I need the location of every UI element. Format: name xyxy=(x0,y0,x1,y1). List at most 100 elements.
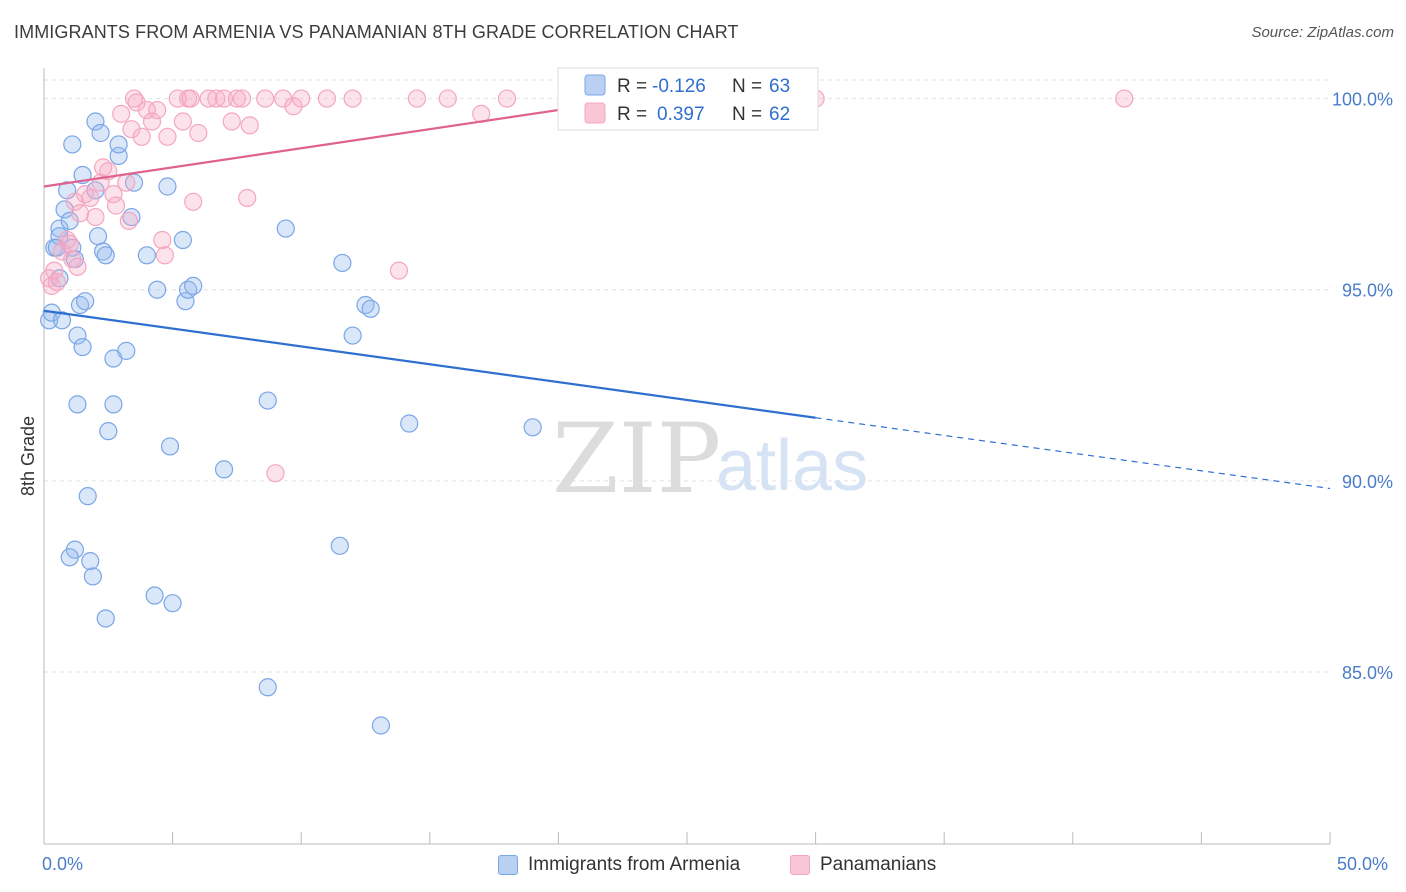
legend-r-label-1: R = xyxy=(617,76,647,97)
armenia-point-22 xyxy=(86,112,105,131)
legend-label-armenia: Immigrants from Armenia xyxy=(528,854,741,875)
armenia-point-15 xyxy=(68,326,87,345)
panamanian-point-30 xyxy=(155,246,174,265)
x-tick-label-max: 50.0% xyxy=(1337,854,1388,874)
panamanian-point-32 xyxy=(168,89,187,108)
panamanian-point-49 xyxy=(284,97,303,116)
panamanian-point-17 xyxy=(104,185,123,204)
armenia-point-49 xyxy=(258,678,277,697)
x-ticks xyxy=(43,832,1331,844)
panamanian-point-37 xyxy=(189,123,208,143)
armenia-point-39 xyxy=(148,280,167,299)
armenia-trend-line xyxy=(43,309,816,419)
panamanian-point-33 xyxy=(173,112,192,131)
armenia-point-58 xyxy=(523,418,542,437)
armenia-point-52 xyxy=(333,253,352,273)
source-label: Source: ZipAtlas.com xyxy=(1251,24,1394,41)
armenia-point-33 xyxy=(109,135,128,154)
chart-title: IMMIGRANTS FROM ARMENIA VS PANAMANIAN 8T… xyxy=(14,22,739,42)
armenia-point-6 xyxy=(52,311,72,330)
panamanian-point-3 xyxy=(47,272,66,292)
armenia-point-57 xyxy=(400,414,419,433)
panamanian-point-41 xyxy=(222,112,241,131)
armenia-point-18 xyxy=(76,292,95,311)
y-tick-labels: 85.0% 90.0% 95.0% 100.0% xyxy=(1332,90,1393,683)
armenia-point-27 xyxy=(96,609,115,628)
armenia-point-62 xyxy=(73,337,92,357)
panamanian-point-50 xyxy=(292,89,311,108)
panamanian-point-25 xyxy=(132,127,151,146)
gridlines xyxy=(44,79,1330,673)
armenia-point-37 xyxy=(137,246,156,265)
x-tick-label-min: 0.0% xyxy=(42,854,83,874)
watermark-zip: ZIP xyxy=(552,403,721,515)
trend-lines xyxy=(43,97,1331,490)
armenia-point-60 xyxy=(60,548,79,567)
legend-label-panamanians: Panamanians xyxy=(820,854,937,875)
legend-swatch-panamanians xyxy=(584,102,606,124)
panamanian-point-52 xyxy=(343,89,362,108)
y-tick-label-100: 100.0% xyxy=(1332,90,1393,110)
legend-swatch-armenia-bottom xyxy=(498,855,518,875)
armenia-point-25 xyxy=(91,123,110,143)
legend-n-label-1: N = xyxy=(732,76,762,97)
panamanian-point-12 xyxy=(81,188,100,208)
panamanian-point-47 xyxy=(266,464,285,483)
legend-swatch-armenia xyxy=(584,74,606,96)
armenia-point-19 xyxy=(78,487,97,506)
legend-n-value-1: 63 xyxy=(769,76,790,97)
armenia-point-21 xyxy=(83,567,102,586)
panamanian-point-26 xyxy=(137,100,156,120)
armenia-point-40 xyxy=(158,177,177,196)
panamanian-point-46 xyxy=(256,89,275,108)
legend-n-value-2: 62 xyxy=(769,104,790,125)
legend-item-armenia: Immigrants from Armenia xyxy=(498,852,740,878)
armenia-point-50 xyxy=(276,219,295,238)
armenia-point-55 xyxy=(361,299,380,318)
y-axis-label: 8th Grade xyxy=(18,416,38,496)
watermark-atlas: atlas xyxy=(716,426,868,506)
panamanian-point-57 xyxy=(497,89,517,108)
panamanian-point-51 xyxy=(317,89,337,108)
armenia-point-38 xyxy=(145,586,164,605)
panamanian-point-18 xyxy=(106,196,126,215)
panamanian-point-31 xyxy=(158,127,177,146)
panamanian-point-27 xyxy=(142,112,162,131)
panamanian-point-54 xyxy=(407,89,427,108)
panamanian-point-2 xyxy=(45,261,64,280)
armenia-point-44 xyxy=(176,292,195,311)
panamanian-point-40 xyxy=(214,89,234,108)
panamanian-point-9 xyxy=(68,257,87,276)
panamanian-point-24 xyxy=(127,93,146,112)
armenia-point-9 xyxy=(60,211,79,231)
panamanian-point-39 xyxy=(207,89,226,108)
y-tick-label-85: 85.0% xyxy=(1342,663,1393,683)
armenia-point-29 xyxy=(99,422,118,441)
armenia-point-41 xyxy=(160,437,180,456)
panamanian-point-4 xyxy=(52,242,72,261)
panamanian-point-8 xyxy=(65,192,84,211)
panamanian-point-61 xyxy=(1115,89,1134,108)
stats-legend: R = -0.126 N = 63 R = 0.397 N = 62 xyxy=(557,67,819,131)
armenia-point-53 xyxy=(343,326,362,345)
armenia-point-34 xyxy=(117,341,136,360)
armenia-point-42 xyxy=(163,594,182,613)
panamanian-point-45 xyxy=(240,116,259,135)
panamanian-point-22 xyxy=(122,120,141,139)
panamanian-trend-line xyxy=(43,97,636,188)
legend-n-label-2: N = xyxy=(732,104,762,125)
armenia-point-20 xyxy=(81,552,100,571)
armenia-point-47 xyxy=(214,460,234,479)
armenia-trend-extension xyxy=(815,417,1331,490)
series-armenia-points xyxy=(40,89,807,735)
panamanian-point-13 xyxy=(86,207,105,227)
panamanian-point-55 xyxy=(438,89,457,108)
panamanian-point-44 xyxy=(238,188,257,208)
y-tick-label-90: 90.0% xyxy=(1342,472,1393,492)
panamanian-point-38 xyxy=(199,89,218,108)
armenia-point-31 xyxy=(104,395,123,414)
panamanian-point-36 xyxy=(184,192,203,211)
panamanian-point-48 xyxy=(274,89,293,108)
panamanian-point-42 xyxy=(227,89,246,108)
legend-item-panamanians: Panamanians xyxy=(790,852,936,878)
